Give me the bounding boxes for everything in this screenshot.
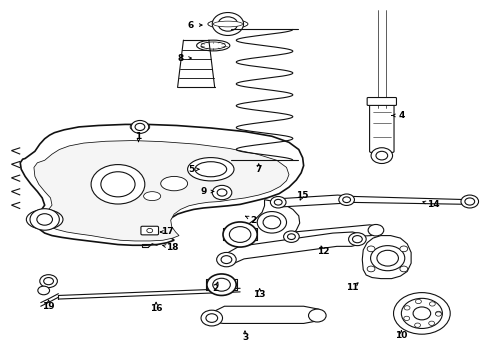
Circle shape	[229, 226, 251, 242]
FancyBboxPatch shape	[141, 226, 159, 235]
Circle shape	[309, 309, 326, 322]
Circle shape	[400, 246, 408, 252]
Circle shape	[40, 275, 57, 288]
FancyBboxPatch shape	[367, 98, 396, 105]
Circle shape	[429, 321, 435, 325]
Circle shape	[288, 234, 295, 239]
Text: 5: 5	[188, 165, 195, 174]
Circle shape	[212, 185, 232, 200]
Circle shape	[263, 216, 281, 229]
Text: 8: 8	[177, 54, 184, 63]
Text: 1: 1	[135, 132, 142, 141]
Circle shape	[284, 231, 299, 242]
Circle shape	[44, 278, 53, 285]
Circle shape	[436, 312, 441, 316]
Circle shape	[368, 225, 384, 236]
Text: 15: 15	[296, 190, 309, 199]
Circle shape	[371, 148, 392, 163]
Text: 19: 19	[42, 302, 55, 311]
Circle shape	[37, 214, 52, 225]
Ellipse shape	[26, 210, 63, 229]
Circle shape	[461, 195, 479, 208]
Text: 2: 2	[213, 284, 219, 293]
Circle shape	[30, 209, 59, 230]
Ellipse shape	[144, 192, 161, 201]
Circle shape	[207, 274, 236, 296]
Polygon shape	[340, 196, 474, 204]
Text: 17: 17	[162, 228, 174, 237]
Ellipse shape	[188, 158, 234, 181]
Circle shape	[135, 123, 145, 131]
Circle shape	[348, 233, 366, 246]
Circle shape	[436, 311, 441, 316]
Circle shape	[404, 306, 410, 310]
Circle shape	[400, 266, 408, 272]
Ellipse shape	[161, 176, 188, 191]
Text: 13: 13	[253, 290, 266, 299]
Circle shape	[465, 198, 475, 205]
Circle shape	[416, 299, 421, 303]
Circle shape	[206, 314, 218, 322]
Text: 2: 2	[251, 216, 257, 225]
Polygon shape	[272, 195, 351, 207]
Ellipse shape	[208, 19, 248, 28]
Polygon shape	[362, 235, 411, 279]
Text: 6: 6	[187, 21, 194, 30]
Circle shape	[370, 246, 405, 271]
Circle shape	[274, 199, 282, 205]
Ellipse shape	[196, 40, 230, 51]
Text: 16: 16	[150, 304, 162, 313]
FancyBboxPatch shape	[369, 102, 394, 152]
Circle shape	[270, 197, 286, 208]
Circle shape	[367, 266, 375, 272]
Circle shape	[343, 197, 350, 203]
Text: 11: 11	[346, 283, 359, 292]
Circle shape	[101, 172, 135, 197]
Circle shape	[367, 246, 375, 252]
Circle shape	[339, 194, 354, 206]
Circle shape	[429, 302, 435, 306]
Polygon shape	[243, 200, 300, 246]
Text: 4: 4	[398, 111, 405, 120]
Circle shape	[91, 165, 145, 204]
Polygon shape	[289, 225, 381, 240]
Circle shape	[376, 151, 388, 160]
Polygon shape	[20, 125, 304, 245]
Ellipse shape	[201, 42, 225, 49]
Text: 18: 18	[167, 243, 179, 252]
Circle shape	[404, 316, 410, 320]
Circle shape	[212, 13, 244, 36]
Circle shape	[213, 278, 230, 291]
Text: 14: 14	[427, 200, 440, 209]
Circle shape	[393, 293, 450, 334]
Text: 12: 12	[317, 247, 329, 256]
Ellipse shape	[130, 122, 150, 132]
Ellipse shape	[213, 21, 243, 27]
Circle shape	[257, 212, 287, 233]
Circle shape	[221, 256, 232, 264]
Circle shape	[147, 228, 153, 233]
Circle shape	[201, 310, 222, 326]
Circle shape	[218, 17, 238, 31]
Circle shape	[415, 323, 420, 327]
Circle shape	[217, 252, 236, 267]
Circle shape	[131, 121, 149, 134]
Circle shape	[217, 189, 227, 196]
Circle shape	[38, 286, 49, 295]
Polygon shape	[224, 232, 365, 264]
Ellipse shape	[195, 162, 227, 177]
Text: 9: 9	[200, 187, 207, 196]
Circle shape	[413, 307, 431, 320]
Polygon shape	[34, 140, 289, 241]
Text: 10: 10	[395, 332, 408, 341]
Circle shape	[401, 298, 442, 328]
Circle shape	[377, 250, 398, 266]
Polygon shape	[206, 306, 323, 323]
Text: 7: 7	[255, 166, 262, 175]
Circle shape	[352, 235, 362, 243]
Text: 3: 3	[242, 333, 248, 342]
Circle shape	[223, 222, 257, 247]
